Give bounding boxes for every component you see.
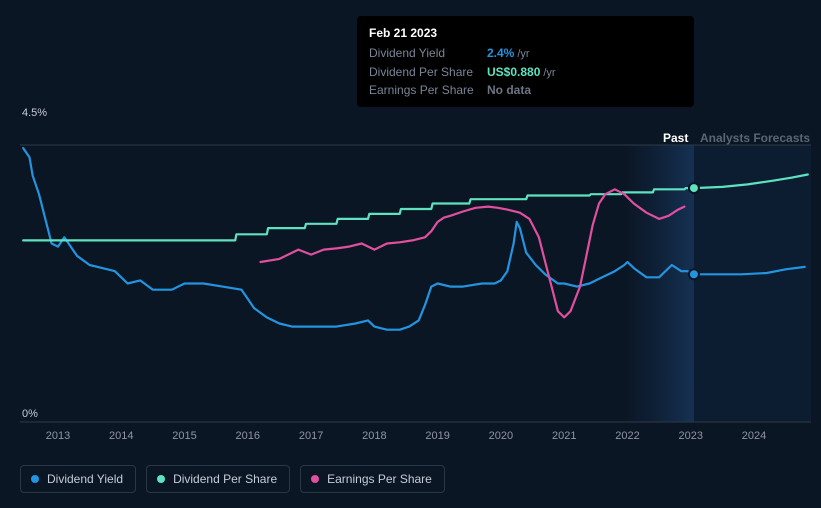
x-tick: 2024 (742, 430, 766, 442)
marker-dividend_per_share (689, 183, 699, 193)
x-tick: 2020 (489, 430, 513, 442)
x-tick: 2014 (109, 430, 133, 442)
legend-item[interactable]: Dividend Yield (20, 465, 136, 493)
tooltip-date: Feb 21 2023 (369, 24, 682, 42)
tooltip-row-unit: /yr (517, 46, 529, 63)
legend-item[interactable]: Earnings Per Share (300, 465, 445, 493)
chart-tooltip: Feb 21 2023 Dividend Yield2.4%/yrDividen… (357, 16, 694, 107)
x-tick: 2022 (615, 430, 639, 442)
tooltip-row-value: 2.4% (487, 44, 514, 62)
chart-legend: Dividend Yield Dividend Per Share Earnings… (20, 465, 445, 493)
legend-label: Dividend Per Share (173, 472, 277, 486)
legend-dot-icon (157, 475, 165, 483)
x-tick: 2018 (362, 430, 386, 442)
marker-dividend_yield (689, 269, 699, 279)
tooltip-row: Dividend Yield2.4%/yr (369, 44, 682, 63)
series-earnings_per_share[interactable] (261, 189, 685, 317)
dividend-chart: 4.5% 0% Past Analysts Forecasts 2013 2014… (0, 0, 821, 508)
x-tick: 2023 (679, 430, 703, 442)
tooltip-row-label: Dividend Per Share (369, 63, 487, 81)
y-axis-max-label: 4.5% (22, 107, 47, 119)
tooltip-row-value: US$0.880 (487, 63, 540, 81)
region-label-past: Past (663, 131, 688, 145)
tooltip-row: Dividend Per ShareUS$0.880/yr (369, 63, 682, 82)
x-tick: 2017 (299, 430, 323, 442)
tooltip-row: Earnings Per ShareNo data (369, 81, 682, 99)
tooltip-row-label: Dividend Yield (369, 44, 487, 62)
x-tick: 2016 (236, 430, 260, 442)
legend-label: Dividend Yield (47, 472, 123, 486)
region-label-forecast: Analysts Forecasts (700, 131, 810, 145)
legend-dot-icon (31, 475, 39, 483)
legend-label: Earnings Per Share (327, 472, 432, 486)
x-tick: 2013 (46, 430, 70, 442)
legend-dot-icon (311, 475, 319, 483)
y-axis-min-label: 0% (22, 408, 38, 420)
tooltip-row-unit: /yr (543, 65, 555, 82)
legend-item[interactable]: Dividend Per Share (146, 465, 290, 493)
x-tick: 2021 (552, 430, 576, 442)
x-tick: 2015 (172, 430, 196, 442)
tooltip-row-value: No data (487, 81, 531, 99)
x-tick: 2019 (425, 430, 449, 442)
tooltip-row-label: Earnings Per Share (369, 81, 487, 99)
